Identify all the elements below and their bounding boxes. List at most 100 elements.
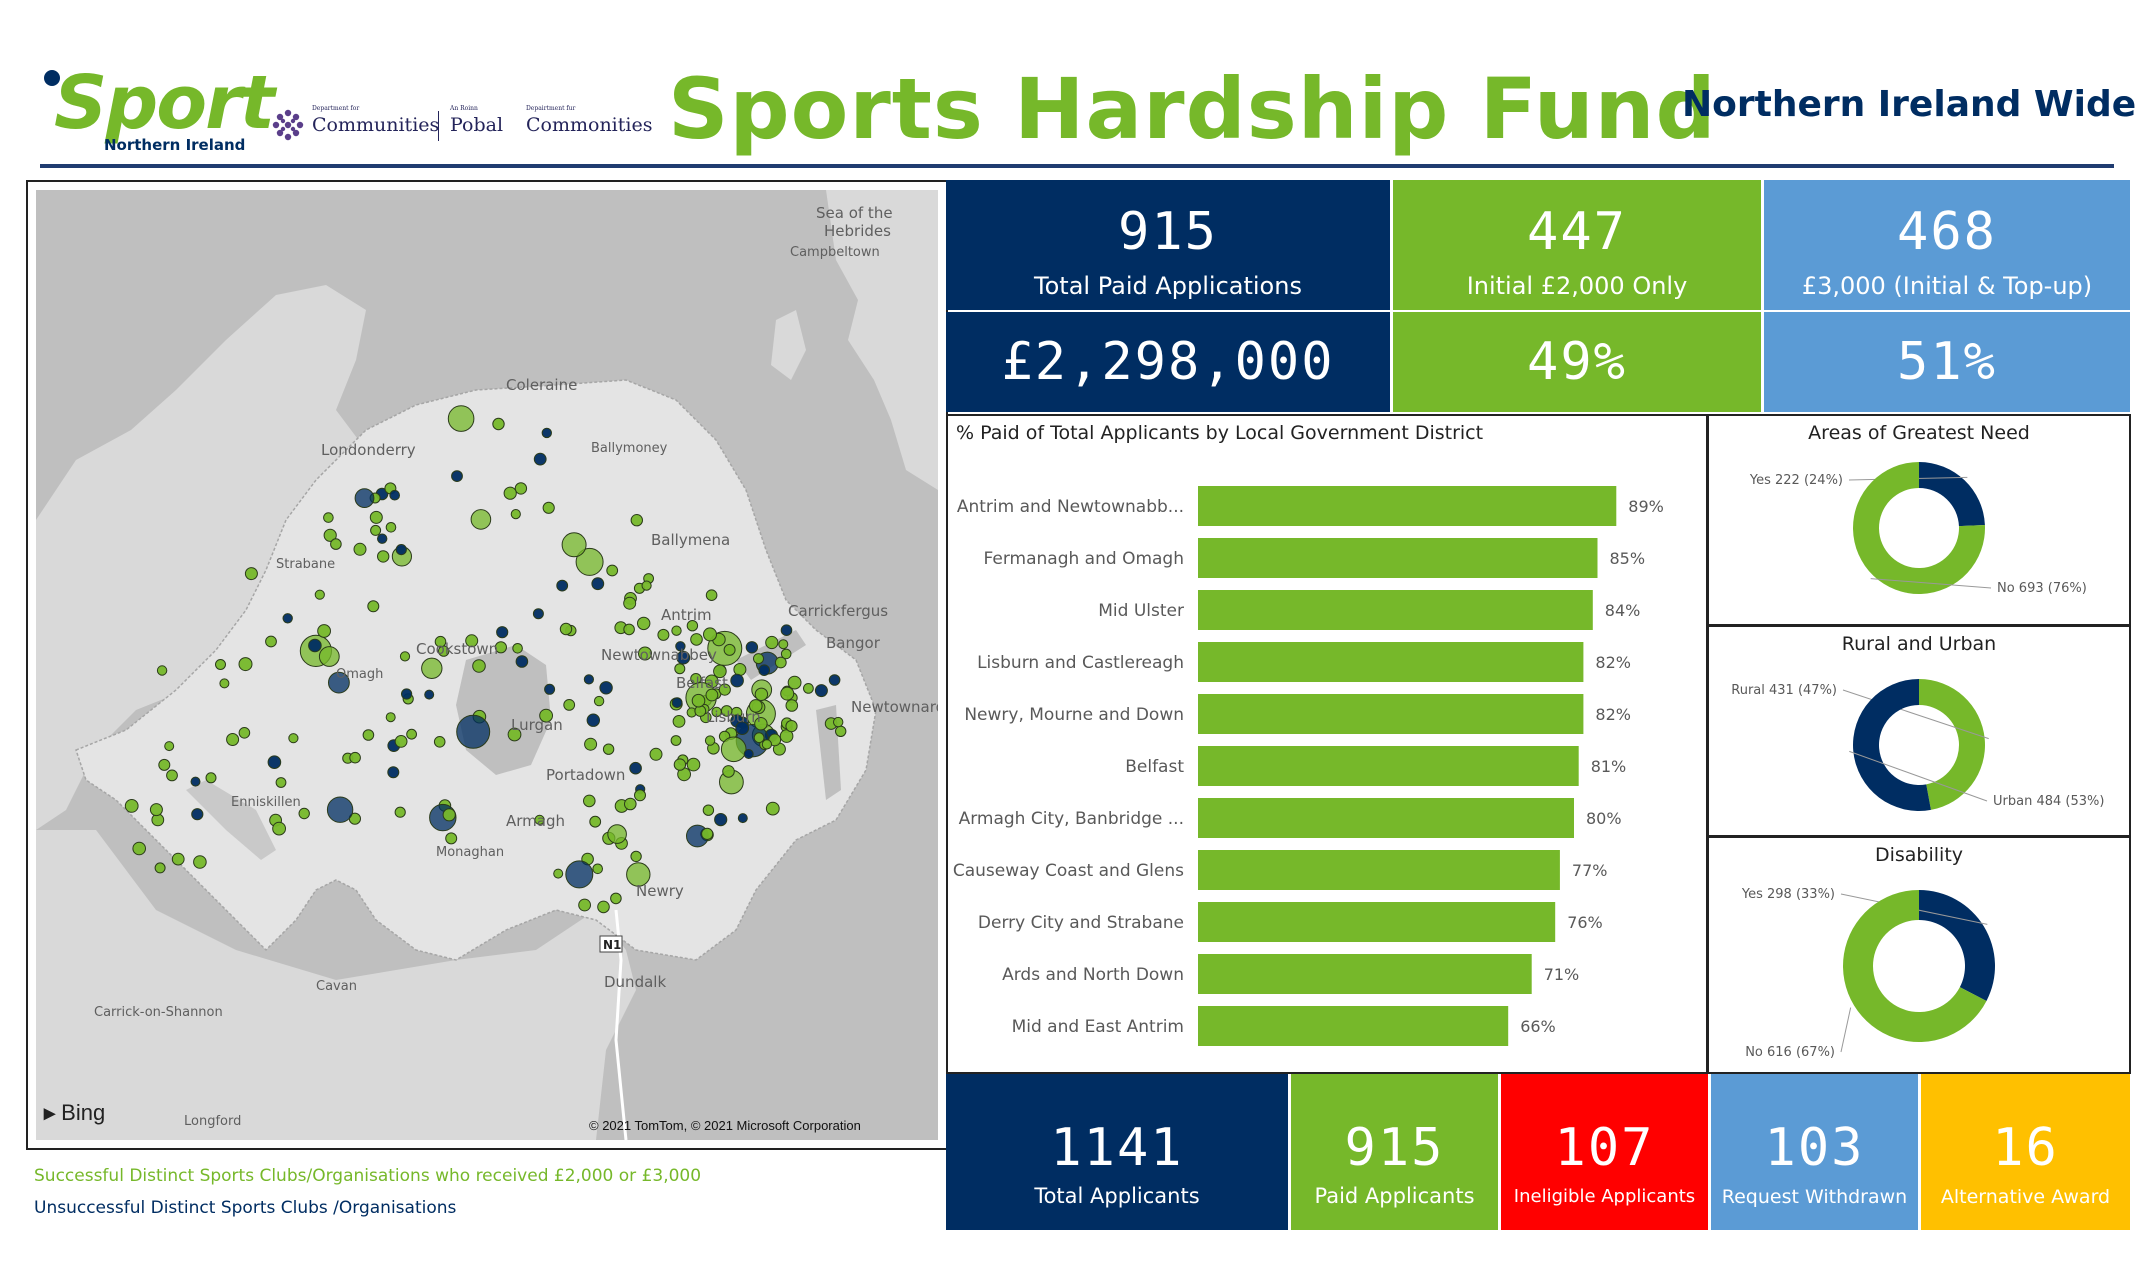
map-point[interactable] [690,633,703,646]
donut-rural-and-urban[interactable]: Rural and Urban Rural 431 (47%) Urban 484… [1707,625,2131,837]
donut-areas-of-greatest-need[interactable]: Areas of Greatest Need Yes 222 (24%) No 6… [1707,414,2131,626]
map-point[interactable] [323,528,337,542]
bar[interactable] [1198,538,1598,578]
map-point[interactable] [503,486,517,500]
map-point[interactable] [691,693,706,708]
bar[interactable] [1198,590,1593,630]
map-point[interactable] [353,542,367,556]
map-point[interactable] [765,801,780,816]
map-point[interactable] [494,641,507,654]
map-point[interactable] [238,657,253,672]
map-point[interactable] [193,855,207,869]
map-point[interactable] [674,663,686,675]
map-point[interactable] [599,681,613,695]
map-point[interactable] [758,664,771,677]
map-point[interactable] [714,813,728,827]
map-point[interactable] [774,656,787,669]
map-point[interactable] [754,687,769,701]
map-point[interactable] [718,683,731,696]
map-point[interactable] [370,524,382,536]
map-point[interactable] [702,804,715,816]
map-point[interactable] [395,544,407,556]
map-point[interactable] [780,686,795,701]
map-point[interactable] [753,653,764,665]
map-point[interactable] [735,721,750,735]
map-point[interactable] [472,659,486,673]
map-point[interactable] [275,777,287,788]
donut-slice[interactable] [1919,462,1985,527]
kpi-request-withdrawn[interactable]: 103 Request Withdrawn [1711,1074,1918,1230]
map-point[interactable] [591,577,605,591]
bar[interactable] [1198,642,1584,682]
map-point[interactable] [630,514,643,527]
map-point[interactable] [308,638,322,653]
map-point[interactable] [626,862,651,887]
map-point[interactable] [583,794,596,808]
map-point[interactable] [779,729,794,743]
map-point[interactable] [803,683,814,694]
map-point[interactable] [510,509,521,520]
map-point[interactable] [624,797,637,811]
map-point[interactable] [730,673,744,688]
bar[interactable] [1198,902,1556,942]
map-point[interactable] [638,646,652,661]
map-point[interactable] [265,635,277,648]
map-point[interactable] [593,695,605,707]
map-point[interactable] [191,808,204,821]
map-point[interactable] [743,749,754,759]
map-point[interactable] [288,733,299,744]
map-point[interactable] [623,623,635,636]
map-point[interactable] [451,470,463,483]
kpi-initial-only-pct[interactable]: 49% [1393,312,1761,412]
map-point[interactable] [541,427,552,439]
map-point[interactable] [634,789,646,802]
map-point[interactable] [637,616,651,631]
map-point[interactable] [215,659,226,670]
kpi-initial-topup[interactable]: 468 £3,000 (Initial & Top-up) [1764,180,2130,310]
map-point[interactable] [565,860,594,889]
map-point[interactable] [326,796,354,823]
map-point[interactable] [164,741,175,752]
map-point[interactable] [749,699,763,713]
kpi-total-applicants[interactable]: 1141 Total Applicants [946,1074,1288,1230]
map-point[interactable] [433,736,446,748]
map-point[interactable] [575,547,604,576]
map-point[interactable] [597,900,610,914]
donut-slice[interactable] [1853,462,1985,594]
map-point[interactable] [534,814,545,825]
map-point[interactable] [156,665,168,676]
map-point[interactable] [124,799,139,813]
map-point[interactable] [584,737,598,751]
donut-canvas[interactable]: Rural 431 (47%) Urban 484 (53%) [1709,627,2127,833]
map-point[interactable] [532,608,544,620]
map-point[interactable] [272,821,287,836]
map-point[interactable] [720,736,747,763]
map-point[interactable] [507,727,522,742]
map-point[interactable] [785,699,799,712]
map-point[interactable] [369,510,383,524]
map-point[interactable] [833,716,844,728]
map-point[interactable] [318,646,340,667]
map-point[interactable] [447,405,475,432]
map-point[interactable] [190,776,201,787]
map-point[interactable] [317,624,332,638]
map-point[interactable] [671,697,683,708]
map-point[interactable] [641,580,652,591]
map-point[interactable] [705,589,718,602]
bar[interactable] [1198,850,1560,890]
map-point[interactable] [765,635,779,650]
donut-canvas[interactable]: Yes 298 (33%) No 616 (67%) [1709,838,2127,1070]
map-point[interactable] [754,717,768,731]
map-point[interactable] [553,868,564,879]
map-canvas[interactable]: Sea of the Hebrides Campbeltown Colerain… [36,190,938,1140]
map-point[interactable] [389,489,401,501]
map-point[interactable] [323,512,334,523]
map-point[interactable] [705,688,719,702]
map-visual[interactable]: Sea of the Hebrides Campbeltown Colerain… [26,180,948,1150]
map-point[interactable] [835,725,847,737]
map-point[interactable] [171,852,185,866]
map-point[interactable] [745,641,759,654]
map-point[interactable] [492,417,505,431]
map-point[interactable] [607,824,627,844]
map-point[interactable] [298,807,310,820]
